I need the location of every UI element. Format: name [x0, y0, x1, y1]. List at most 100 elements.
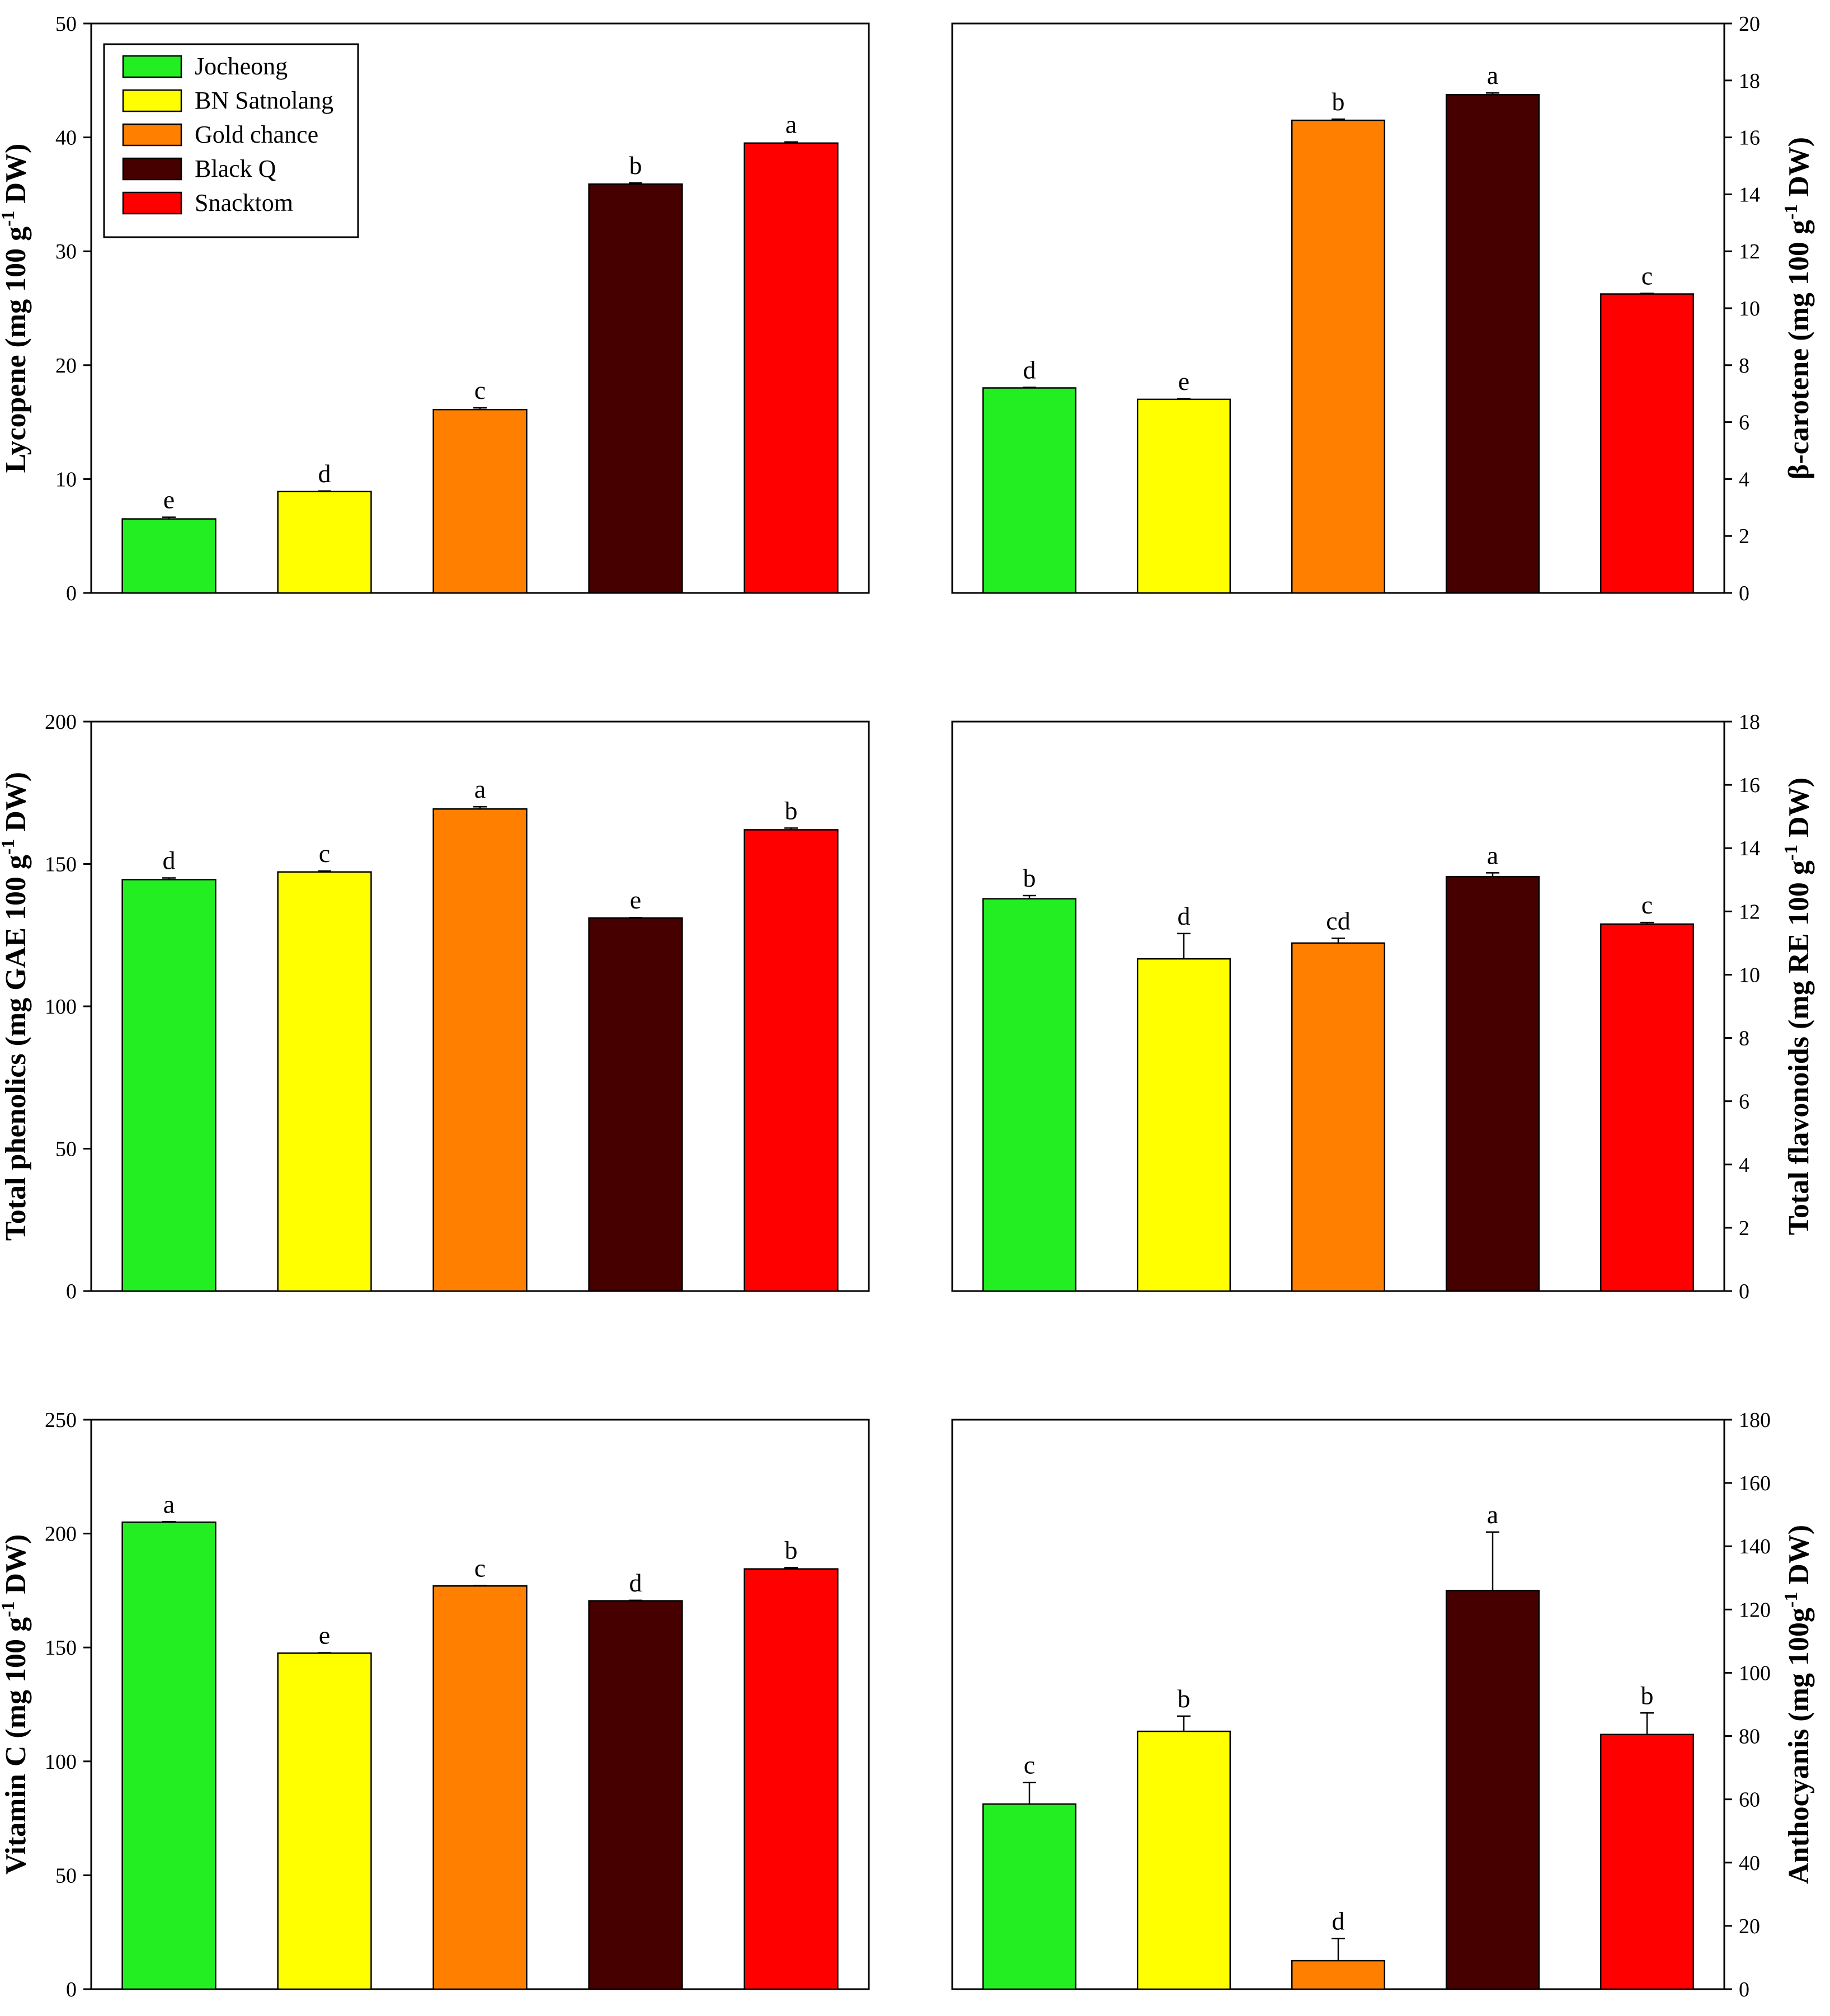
bar-black-q [588, 917, 683, 1292]
significance-letter: c [474, 1553, 486, 1582]
significance-letter: d [629, 1568, 642, 1597]
y-tick-label: 60 [1739, 1788, 1760, 1812]
legend-label: Snacktom [195, 189, 293, 216]
legend-label: BN Satnolang [195, 87, 333, 114]
y-tick-label: 40 [1739, 1852, 1760, 1875]
legend-label: Gold chance [195, 121, 318, 148]
legend-swatch [122, 157, 182, 181]
bar-bn-satnolang [277, 1652, 372, 1990]
bar-snacktom [744, 1568, 839, 1990]
significance-letter: cd [1326, 906, 1350, 935]
y-tick-label: 80 [1739, 1725, 1760, 1749]
legend-swatch [122, 191, 182, 215]
y-tick-label: 8 [1739, 354, 1749, 378]
y-axis-title: Total phenolics (mg GAE 100 g-1 DW) [0, 772, 32, 1241]
y-tick-label: 50 [55, 12, 77, 36]
bar-jocheong [982, 1803, 1077, 1990]
y-axis-title: β-carotene (mg 100 g-1 DW) [1781, 137, 1815, 479]
bar-bn-satnolang [277, 871, 372, 1292]
y-tick-label: 0 [66, 1280, 77, 1303]
significance-letter: a [163, 1490, 175, 1518]
y-tick-label: 20 [1739, 12, 1760, 36]
y-tick-label: 2 [1739, 1217, 1749, 1240]
bar-bn-satnolang [1136, 958, 1231, 1292]
y-tick-label: 0 [66, 582, 77, 605]
bar-black-q [588, 183, 683, 594]
y-tick-label: 14 [1739, 183, 1760, 206]
chart-panel-total-flavonoids: 0 2 4 6 8 10 12 14 16 18 Total flavonoids (mg RE 1… [951, 710, 1815, 1303]
y-tick-label: 120 [1739, 1598, 1771, 1622]
bar-snacktom [1600, 1734, 1695, 1990]
bar-gold-chance [1291, 942, 1386, 1292]
significance-letter: b [1023, 864, 1036, 892]
significance-letter: b [785, 796, 798, 825]
y-tick-label: 6 [1739, 1090, 1749, 1114]
legend-swatch [122, 123, 182, 147]
y-tick-label: 18 [1739, 69, 1760, 93]
y-tick-label: 12 [1739, 900, 1760, 924]
significance-letter: a [785, 110, 797, 139]
legend: Jocheong BN Satnolang Gold chance Black Q Sn… [103, 43, 359, 238]
significance-letter: c [1024, 1751, 1035, 1779]
y-tick-label: 150 [45, 853, 77, 877]
significance-letter: e [630, 885, 641, 914]
chart-panel-total-phenolics: 0 50 100 150 200 Total phenolics (mg GAE 100 … [0, 710, 870, 1303]
y-tick-label: 180 [1739, 1409, 1771, 1432]
bar-gold-chance [432, 408, 528, 594]
y-tick-label: 30 [55, 240, 77, 263]
y-tick-label: 4 [1739, 1153, 1749, 1177]
y-tick-label: 0 [66, 1978, 77, 2001]
legend-label: Black Q [195, 155, 276, 182]
significance-letter: a [474, 775, 486, 803]
y-tick-label: 20 [55, 354, 77, 378]
y-axis-title: Anthocyanis (mg 100g-1 DW) [1781, 1525, 1815, 1884]
y-tick-label: 160 [1739, 1472, 1771, 1495]
y-tick-label: 100 [45, 995, 77, 1019]
chart-panel-beta-carotene: 0 2 4 6 8 10 12 14 16 18 20 β-carotene (mg 100 g-1 … [951, 12, 1815, 605]
y-tick-label: 40 [55, 126, 77, 150]
bar-gold-chance [432, 808, 528, 1292]
bar-jocheong [121, 879, 217, 1292]
significance-letter: b [785, 1535, 798, 1564]
significance-letter: a [1487, 61, 1498, 90]
y-tick-label: 10 [1739, 297, 1760, 321]
significance-letter: b [1332, 87, 1345, 116]
y-tick-label: 10 [1739, 963, 1760, 987]
significance-letter: c [1641, 262, 1653, 290]
y-tick-label: 20 [1739, 1915, 1760, 1938]
significance-letter: d [163, 846, 176, 874]
bar-snacktom [744, 829, 839, 1292]
chart-panel-lycopene: 0 10 20 30 40 50 Lycopene (mg 100 g-1 DW) e d c b a [0, 12, 870, 605]
bar-black-q [1445, 94, 1540, 594]
y-tick-label: 200 [45, 1523, 77, 1546]
significance-letter: d [318, 459, 331, 488]
y-tick-label: 250 [45, 1409, 77, 1432]
y-tick-label: 100 [1739, 1661, 1771, 1685]
significance-letter: c [319, 839, 330, 868]
bar-jocheong [121, 518, 217, 594]
significance-letter: c [474, 376, 486, 404]
bar-jocheong [121, 1521, 217, 1990]
significance-letter: d [1023, 356, 1036, 384]
chart-panel-vitamin-c: 0 50 100 150 200 250 Vitamin C (mg 100 g-1 DW)… [0, 1409, 870, 2001]
y-tick-label: 50 [55, 1138, 77, 1161]
significance-letter: d [1178, 902, 1191, 930]
significance-letter: b [1178, 1684, 1191, 1713]
significance-letter: e [319, 1621, 330, 1650]
y-tick-label: 150 [45, 1636, 77, 1660]
legend-swatch [122, 55, 182, 78]
significance-letter: e [163, 486, 175, 514]
significance-letter: d [1332, 1907, 1345, 1935]
y-tick-label: 50 [55, 1864, 77, 1887]
y-tick-label: 200 [45, 710, 77, 734]
y-axis-title: Total flavonoids (mg RE 100 g-1 DW) [1781, 778, 1815, 1235]
bar-gold-chance [1291, 119, 1386, 594]
y-tick-label: 14 [1739, 837, 1760, 860]
bar-black-q [588, 1600, 683, 1990]
bar-bn-satnolang [1136, 1730, 1231, 1990]
significance-letter: e [1178, 367, 1189, 395]
bar-jocheong [982, 387, 1077, 594]
y-tick-label: 18 [1739, 710, 1760, 734]
significance-letter: a [1487, 1500, 1498, 1529]
